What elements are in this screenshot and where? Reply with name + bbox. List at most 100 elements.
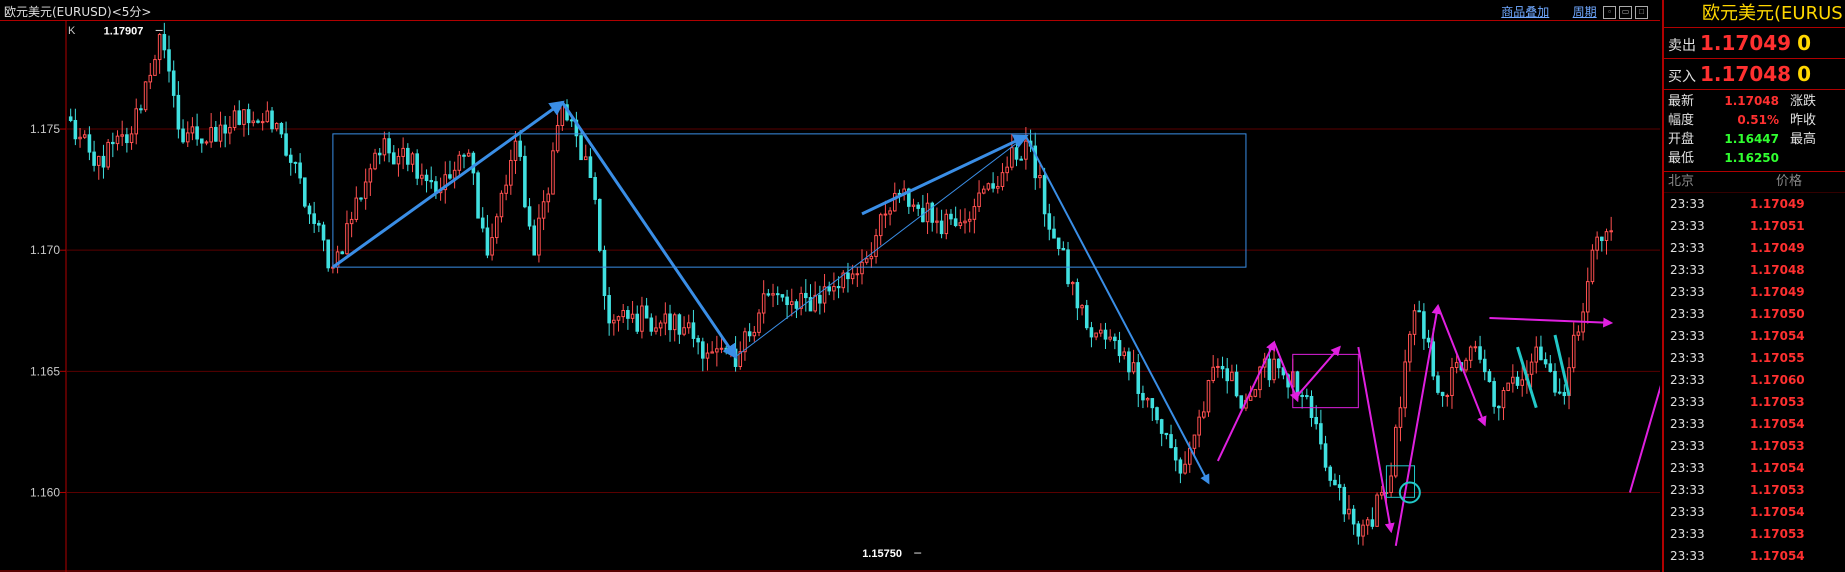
candle [1398, 396, 1403, 442]
tick-time: 23:33 [1670, 285, 1705, 299]
candle [1454, 353, 1459, 374]
candle [185, 121, 190, 148]
ticks-list[interactable]: 23:33 1.17049 23:33 1.17051 23:33 1.17049 23:3… [1664, 193, 1845, 567]
candle [317, 220, 321, 233]
candle [827, 281, 832, 296]
candle-body [799, 292, 803, 309]
candle [1272, 349, 1276, 384]
title-bar: 欧元美元(EURUSD)<5分> 商品叠加 周期 ▫ ▭ □ [0, 0, 1660, 21]
tick-price: 1.17050 [1750, 307, 1805, 321]
tick-price: 1.17054 [1750, 505, 1805, 519]
candle-body [996, 185, 1000, 189]
candle-body [757, 312, 761, 333]
candle-body [1375, 494, 1379, 527]
trend-line [861, 134, 1029, 216]
candle [789, 288, 794, 317]
candle [1408, 331, 1412, 372]
tick-time: 23:33 [1670, 197, 1705, 211]
trend-line [735, 135, 1027, 358]
candle-body [705, 352, 710, 359]
zone-rect [1292, 353, 1359, 409]
candle [1515, 371, 1520, 390]
candle-body [808, 297, 813, 312]
candle-body [1234, 371, 1239, 397]
candle [902, 180, 906, 201]
candle-body [391, 152, 396, 165]
candle-body [1454, 362, 1459, 369]
candle-body [256, 120, 260, 123]
candle [1468, 345, 1473, 369]
candle [654, 315, 658, 335]
trend-line [1516, 346, 1538, 409]
candle [1206, 379, 1211, 417]
candle-body [696, 337, 700, 343]
candle [874, 228, 878, 264]
buy-label: 买入 [1668, 69, 1696, 85]
candle [1314, 405, 1318, 430]
candle [967, 211, 972, 233]
candle [1562, 384, 1567, 405]
candle [242, 109, 246, 137]
candle-body [200, 138, 204, 144]
candle [1347, 495, 1351, 520]
maximize-icon[interactable]: □ [1635, 6, 1648, 20]
candle [1436, 371, 1440, 395]
candle [1183, 451, 1187, 475]
candle-body [1600, 236, 1604, 242]
candle-body [223, 124, 227, 134]
candle [1361, 519, 1365, 546]
trend-line [1489, 317, 1614, 328]
candle [1220, 356, 1225, 379]
candle-body [270, 110, 274, 130]
candle [916, 202, 920, 217]
stat-label: 最新 [1668, 94, 1695, 109]
candle-body [1309, 395, 1314, 418]
candle [527, 198, 532, 230]
candle-body [1422, 311, 1426, 339]
candle-body [162, 34, 167, 51]
candle [214, 120, 218, 142]
candle [190, 117, 195, 141]
candle [106, 139, 110, 170]
overlay-link[interactable]: 商品叠加 [1501, 5, 1550, 19]
candle [1450, 357, 1454, 409]
candle-body [944, 213, 949, 235]
candle [752, 326, 757, 342]
candle-body [939, 220, 944, 235]
stat-label-2: 昨收 [1790, 113, 1817, 128]
candle [157, 33, 162, 74]
candle [1492, 377, 1496, 414]
candle [1370, 507, 1375, 530]
trend-line [332, 100, 565, 269]
candle-body [1412, 310, 1417, 335]
minimize-icon[interactable]: ▫ [1603, 6, 1616, 20]
candle-body [1426, 337, 1431, 343]
candle [663, 302, 668, 336]
candle-body [677, 314, 682, 335]
candle-body [1482, 358, 1487, 373]
toolbar: 商品叠加 周期 ▫ ▭ □ [1481, 3, 1648, 20]
candle-body [87, 134, 92, 153]
candle [298, 153, 302, 184]
candle [1482, 349, 1487, 381]
candle-body [1553, 370, 1557, 393]
candle-body [373, 152, 377, 170]
candle [949, 209, 953, 226]
candle [1089, 321, 1094, 348]
ticks-header: 北京 价格 [1664, 172, 1845, 193]
candle [1056, 237, 1061, 256]
candle [476, 170, 480, 219]
candle-body [588, 156, 593, 178]
candlestick-chart[interactable]: 1.160 1.165 1.170 1.175 K 1.17907 1.15750 [0, 20, 1660, 572]
candle-body [377, 152, 382, 156]
period-link[interactable]: 周期 [1572, 5, 1597, 19]
candle [1501, 387, 1506, 421]
restore-icon[interactable]: ▭ [1619, 6, 1632, 20]
candle-body [1590, 249, 1595, 283]
candle [326, 239, 330, 272]
candle-body [738, 351, 743, 367]
candle-body [743, 331, 747, 353]
stat-row: 开盘 1.16447 最高 [1664, 130, 1845, 149]
candle-body [143, 81, 148, 111]
candle-body [1155, 407, 1159, 421]
